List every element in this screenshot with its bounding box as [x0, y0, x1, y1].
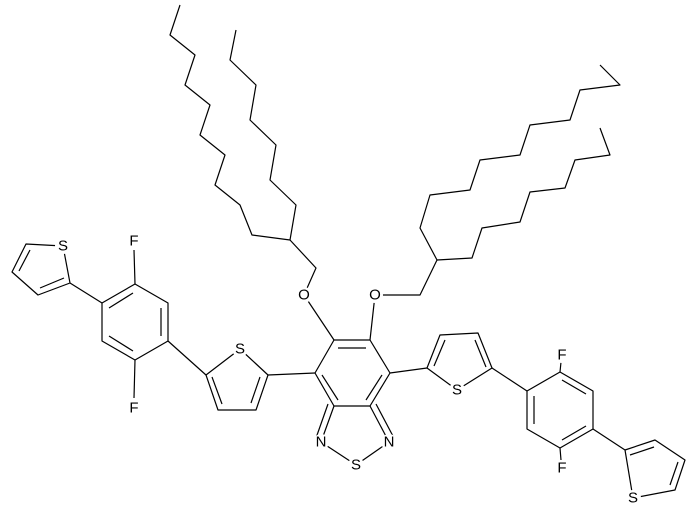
label-backdrop [554, 460, 570, 476]
label-backdrop [55, 238, 71, 254]
atom-label: O [298, 287, 310, 304]
atom-label: N [316, 434, 327, 451]
label-backdrop [381, 434, 397, 450]
label-backdrop [296, 287, 312, 303]
atom-label: S [452, 382, 462, 399]
atom-label: S [351, 457, 361, 474]
atom-labels: S F F S O O N S N S F F S [55, 233, 641, 507]
label-backdrop [449, 382, 465, 398]
atom-label: S [628, 490, 638, 507]
atom-label: S [58, 238, 68, 255]
label-backdrop [367, 287, 383, 303]
atom-label: F [129, 233, 138, 250]
atom-label: F [129, 400, 138, 417]
label-backdrop [232, 341, 248, 357]
label-backdrop [348, 457, 364, 473]
label-backdrop [554, 347, 570, 363]
label-backdrop [126, 233, 142, 249]
atom-label: F [557, 460, 566, 477]
atom-label: N [384, 434, 395, 451]
label-backdrop [625, 490, 641, 506]
atom-label: F [557, 347, 566, 364]
atom-label: O [369, 287, 381, 304]
label-backdrop [313, 434, 329, 450]
atom-label: S [235, 341, 245, 358]
bonds [11, 4, 686, 499]
label-backdrop [126, 400, 142, 416]
